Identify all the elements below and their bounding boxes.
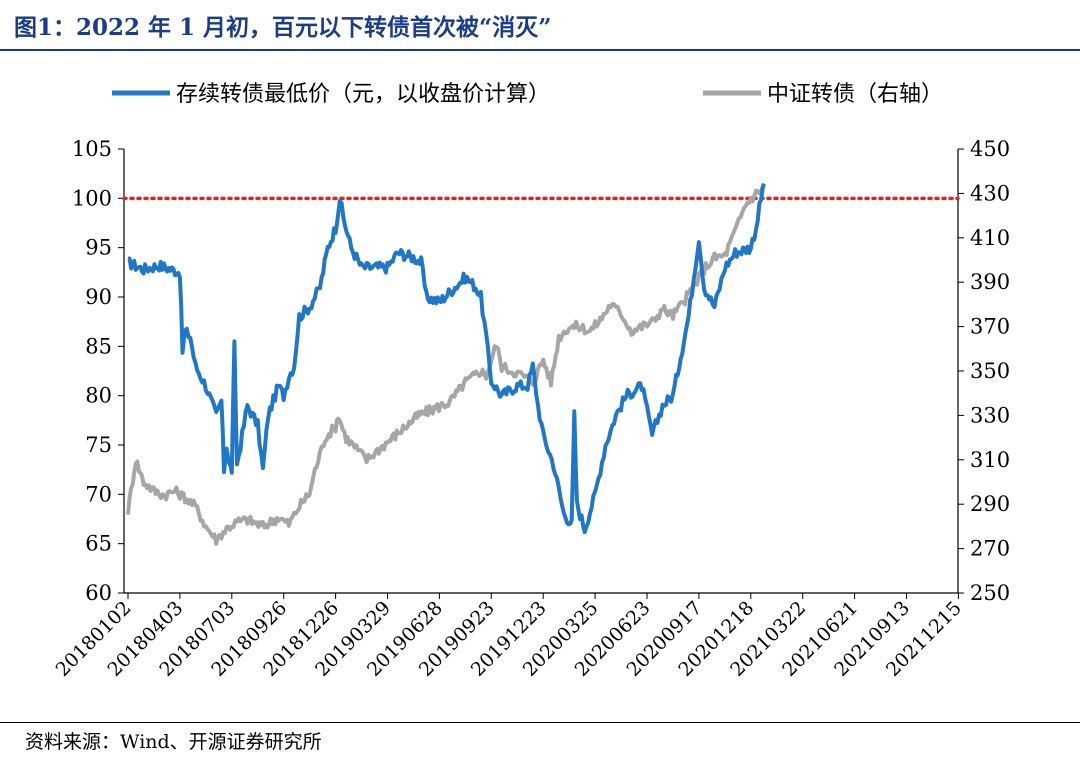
y-left-tick-label: 85 — [85, 334, 112, 358]
chart-title: 图1：2022 年 1 月初，百元以下转债首次被“消灭” — [14, 14, 552, 41]
y-left-tick-label: 70 — [85, 482, 112, 506]
legend-label-min-price: 存续转债最低价（元，以收盘价计算） — [176, 82, 550, 107]
y-left-tick-label: 65 — [85, 532, 112, 556]
footer-divider — [0, 722, 1080, 723]
y-right-tick-label: 450 — [970, 137, 1010, 161]
y-right-tick-label: 430 — [970, 181, 1010, 205]
plot-area — [126, 183, 766, 546]
y-right-tick-label: 290 — [970, 492, 1010, 516]
y-left-tick-label: 100 — [72, 186, 112, 210]
y-left-tick-label: 105 — [72, 137, 112, 161]
y-left-tick-label: 60 — [85, 581, 112, 605]
source-note: 资料来源：Wind、开源证券研究所 — [25, 731, 322, 753]
y-right-tick-label: 310 — [970, 448, 1010, 472]
chart-legend: 存续转债最低价（元，以收盘价计算） 中证转债（右轴） — [112, 82, 943, 107]
y-right-tick-label: 270 — [970, 537, 1010, 561]
y-right-tick-label: 330 — [970, 403, 1010, 427]
line-chart: 存续转债最低价（元，以收盘价计算） 中证转债（右轴） 60 65 70 75 80 85 9… — [52, 82, 1011, 681]
series-line-min-price — [127, 183, 766, 535]
x-axis-ticks: 2018010220180403201807032018092620181226… — [52, 593, 966, 681]
title-divider — [0, 49, 1080, 51]
legend-label-index: 中证转债（右轴） — [767, 82, 943, 107]
series-line-index — [126, 185, 765, 546]
y-left-tick-label: 95 — [85, 236, 112, 260]
y-right-tick-label: 250 — [970, 581, 1010, 605]
y-right-tick-label: 410 — [970, 226, 1010, 250]
y-left-tick-label: 90 — [85, 285, 112, 309]
y-left-tick-label: 75 — [85, 433, 112, 457]
y-right-tick-label: 390 — [970, 270, 1010, 294]
y-right-tick-label: 370 — [970, 315, 1010, 339]
chart-axes: 60 65 70 75 80 85 90 95 100 105 250 270 290 310 330 350… — [72, 137, 1010, 605]
y-left-tick-label: 80 — [85, 384, 112, 408]
y-right-tick-label: 350 — [970, 359, 1010, 383]
